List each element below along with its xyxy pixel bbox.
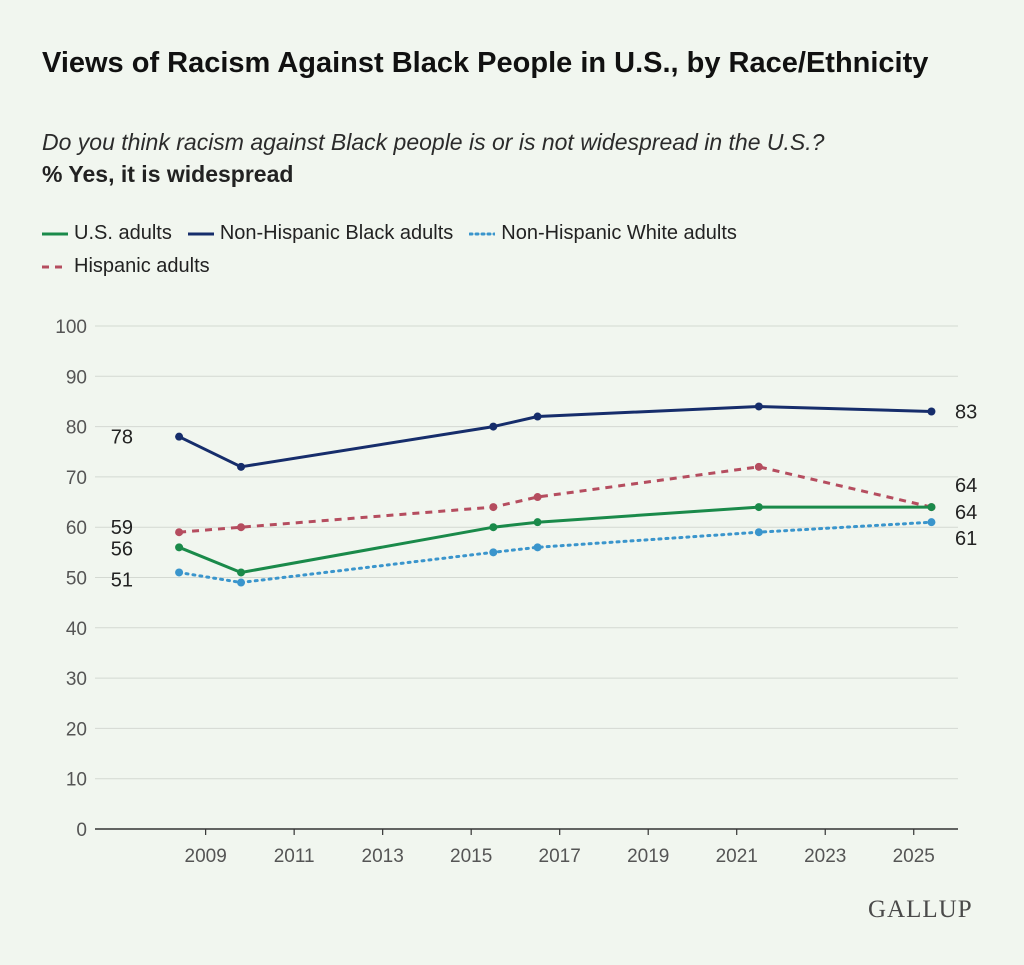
y-tick-label-20: 20 bbox=[66, 719, 87, 740]
data-point-black-5 bbox=[927, 407, 936, 416]
legend-row-1: U.S. adults Non-Hispanic Black adults No… bbox=[42, 222, 753, 245]
data-point-hispanic-3 bbox=[533, 493, 542, 502]
data-point-us-4 bbox=[754, 503, 763, 512]
x-tick-label-2011: 2011 bbox=[274, 846, 315, 867]
y-tick-label-40: 40 bbox=[66, 619, 87, 640]
y-tick-label-60: 60 bbox=[66, 518, 87, 539]
data-point-hispanic-4 bbox=[754, 462, 763, 471]
data-label-first-us: 56 bbox=[111, 538, 133, 560]
legend-item-us-adults: U.S. adults bbox=[42, 222, 172, 245]
legend-item-black-adults: Non-Hispanic Black adults bbox=[187, 222, 454, 245]
data-label-last-us: 64 bbox=[955, 502, 977, 524]
x-tick-label-2015: 2015 bbox=[450, 846, 492, 867]
gallup-logo: GALLUP bbox=[868, 896, 973, 923]
data-point-white-4 bbox=[754, 528, 763, 537]
data-point-us-0 bbox=[175, 543, 184, 552]
y-tick-label-80: 80 bbox=[66, 418, 87, 439]
y-tick-label-70: 70 bbox=[66, 468, 87, 489]
y-tick-label-10: 10 bbox=[66, 770, 87, 791]
data-point-white-1 bbox=[237, 578, 246, 587]
data-point-hispanic-2 bbox=[489, 503, 498, 512]
chart-subtitle: Do you think racism against Black people… bbox=[42, 129, 825, 155]
legend-item-white-adults: Non-Hispanic White adults bbox=[469, 222, 737, 245]
data-point-hispanic-1 bbox=[237, 523, 246, 532]
data-point-white-3 bbox=[533, 543, 542, 552]
y-tick-label-50: 50 bbox=[66, 569, 87, 590]
y-tick-label-100: 100 bbox=[55, 317, 87, 338]
data-point-white-0 bbox=[175, 568, 184, 577]
x-tick-label-2017: 2017 bbox=[539, 846, 581, 867]
legend-label-hispanic-adults: Hispanic adults bbox=[74, 255, 210, 277]
x-tick-label-2025: 2025 bbox=[893, 846, 935, 867]
legend-item-hispanic-adults: Hispanic adults bbox=[42, 255, 210, 278]
data-label-first-white: 51 bbox=[111, 569, 133, 591]
data-point-us-2 bbox=[489, 523, 498, 532]
data-point-white-2 bbox=[489, 548, 498, 557]
data-point-us-1 bbox=[237, 568, 246, 577]
chart-measure: % Yes, it is widespread bbox=[42, 161, 294, 187]
data-label-first-hispanic: 59 bbox=[111, 517, 133, 539]
legend-row-2: Hispanic adults bbox=[42, 255, 226, 278]
data-label-first-black: 78 bbox=[111, 427, 133, 449]
data-point-hispanic-0 bbox=[175, 528, 184, 537]
legend-label-us-adults: U.S. adults bbox=[74, 222, 172, 244]
x-tick-label-2013: 2013 bbox=[362, 846, 404, 867]
x-tick-label-2021: 2021 bbox=[716, 846, 758, 867]
data-point-black-1 bbox=[237, 462, 246, 471]
legend-label-white-adults: Non-Hispanic White adults bbox=[501, 222, 737, 244]
series-line-hispanic bbox=[178, 465, 932, 534]
series-line-white bbox=[177, 520, 933, 584]
data-point-white-5 bbox=[927, 518, 936, 527]
legend-swatch-white-adults bbox=[469, 232, 496, 235]
chart-title: Views of Racism Against Black People in … bbox=[42, 47, 929, 79]
series-line-black bbox=[178, 405, 932, 469]
data-point-us-3 bbox=[533, 518, 542, 527]
data-point-black-3 bbox=[533, 412, 542, 421]
data-point-black-2 bbox=[489, 422, 498, 431]
data-point-black-4 bbox=[754, 402, 763, 411]
y-tick-label-30: 30 bbox=[66, 669, 87, 690]
legend-swatch-us-adults bbox=[42, 232, 68, 235]
y-tick-label-90: 90 bbox=[66, 367, 87, 388]
series-line-us bbox=[178, 505, 932, 574]
x-tick-label-2023: 2023 bbox=[804, 846, 846, 867]
data-label-last-white: 61 bbox=[955, 528, 977, 550]
y-tick-label-0: 0 bbox=[76, 820, 87, 841]
legend-swatch-hispanic-adults bbox=[42, 265, 68, 268]
data-label-last-hispanic: 64 bbox=[955, 475, 977, 497]
x-tick-label-2009: 2009 bbox=[185, 846, 227, 867]
data-point-us-5 bbox=[927, 503, 936, 512]
x-tick-label-2019: 2019 bbox=[627, 846, 669, 867]
legend-label-black-adults: Non-Hispanic Black adults bbox=[219, 222, 454, 244]
legend-swatch-black-adults bbox=[187, 232, 214, 235]
data-label-last-black: 83 bbox=[955, 402, 977, 424]
data-point-black-0 bbox=[175, 432, 184, 441]
